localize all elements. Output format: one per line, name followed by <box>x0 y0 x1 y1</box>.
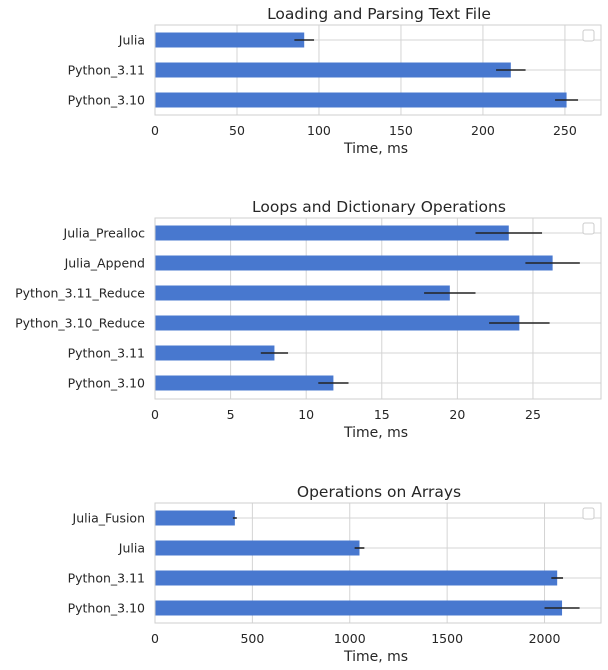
x-tick-label: 10 <box>298 407 314 422</box>
x-tick-label: 200 <box>471 123 495 138</box>
plot-frame <box>154 502 602 624</box>
x-tick-label: 0 <box>151 407 159 422</box>
plot-frame <box>154 24 602 116</box>
x-tick-label: 2000 <box>529 631 561 646</box>
x-tick-label: 0 <box>151 631 159 646</box>
x-tick-label: 100 <box>307 123 331 138</box>
category-label: Julia_Prealloc <box>63 226 146 241</box>
legend-box <box>582 29 595 42</box>
category-label: Python_3.11 <box>68 63 145 78</box>
chart-title: Operations on Arrays <box>297 483 461 501</box>
category-label: Python_3.10_Reduce <box>15 316 145 331</box>
legend-box <box>582 222 595 235</box>
x-tick-label: 50 <box>229 123 245 138</box>
bar-Python_3.11 <box>155 62 511 78</box>
x-tick-label: 1500 <box>431 631 463 646</box>
bar-Python_3.10 <box>155 375 334 391</box>
category-label: Python_3.11 <box>68 571 145 586</box>
category-label: Julia <box>118 541 145 556</box>
plot-frame <box>154 217 602 400</box>
bar-Python_3.10_Reduce <box>155 315 520 331</box>
chart-title: Loading and Parsing Text File <box>267 5 491 23</box>
bar-Julia_Prealloc <box>155 225 509 241</box>
chart-panel-1: Julia Python_3.11 Python_3.10 0 50 100 150 200 2… <box>68 5 602 157</box>
bar-Python_3.11 <box>155 345 275 361</box>
chart-panel-2: Julia_Prealloc Julia_Append Python_3.11_Re… <box>15 198 602 441</box>
chart-panel-3: Julia_Fusion Julia Python_3.11 Python_3.10 0… <box>68 483 602 665</box>
x-axis-label: Time, ms <box>343 141 408 157</box>
x-tick-label: 500 <box>240 631 264 646</box>
category-label: Julia <box>118 33 145 48</box>
category-label: Python_3.10 <box>68 601 145 616</box>
x-tick-label: 5 <box>227 407 235 422</box>
category-label: Python_3.11_Reduce <box>15 286 145 301</box>
x-axis-label: Time, ms <box>343 649 408 665</box>
category-label: Julia_Fusion <box>72 511 145 526</box>
x-tick-label: 15 <box>374 407 390 422</box>
bar-Julia <box>155 540 360 556</box>
bar-Julia <box>155 32 305 48</box>
category-label: Python_3.10 <box>68 93 145 108</box>
x-tick-label: 20 <box>449 407 465 422</box>
x-tick-label: 150 <box>389 123 413 138</box>
x-tick-label: 25 <box>525 407 541 422</box>
legend-box <box>582 507 595 520</box>
x-tick-label: 0 <box>151 123 159 138</box>
category-label: Python_3.11 <box>68 346 145 361</box>
bar-Python_3.10 <box>155 92 567 108</box>
category-label: Python_3.10 <box>68 376 145 391</box>
bar-Python_3.11 <box>155 570 558 586</box>
bar-Python_3.11_Reduce <box>155 285 450 301</box>
category-label: Julia_Append <box>64 256 145 271</box>
bar-Julia_Fusion <box>155 510 235 526</box>
x-axis-label: Time, ms <box>343 425 408 441</box>
chart-title: Loops and Dictionary Operations <box>252 198 506 216</box>
x-tick-label: 250 <box>553 123 577 138</box>
x-tick-label: 1000 <box>334 631 366 646</box>
bar-Julia_Append <box>155 255 553 271</box>
bar-Python_3.10 <box>155 600 563 616</box>
